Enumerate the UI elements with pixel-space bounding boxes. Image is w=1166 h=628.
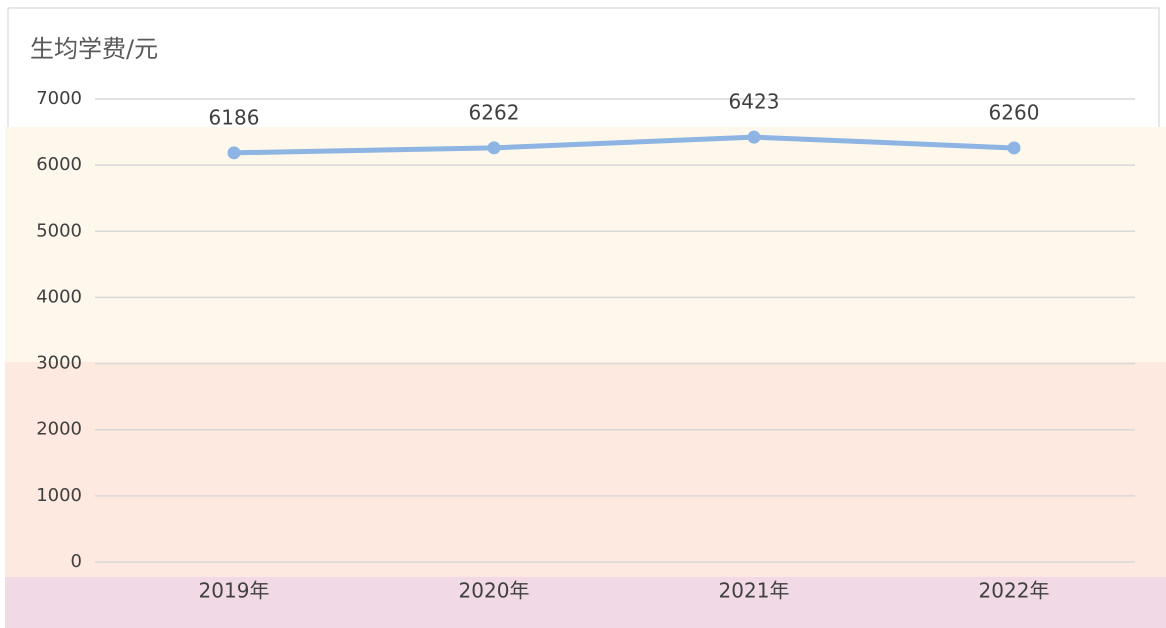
data-label: 6423 [729, 90, 780, 114]
overlay-band [5, 362, 1166, 588]
data-label: 6262 [469, 100, 520, 124]
marker [227, 146, 241, 160]
x-tick-label: 2022年 [979, 579, 1050, 603]
x-tick-label: 2021年 [719, 579, 790, 603]
x-tick-label: 2020年 [459, 579, 530, 603]
y-tick-label: 4000 [36, 286, 82, 307]
y-tick-label: 7000 [36, 88, 82, 109]
y-tick-label: 5000 [36, 220, 82, 241]
marker [487, 141, 501, 155]
plot: 0 1000 2000 3000 4000 5000 6000 7000 2019年 2020年 2… [36, 88, 1135, 603]
y-tick-label: 6000 [36, 154, 82, 175]
overlay-band [5, 577, 1166, 628]
marker [747, 130, 761, 144]
marker [1007, 141, 1021, 155]
data-label: 6186 [209, 105, 260, 129]
overlay-band [5, 127, 1166, 372]
data-label: 6260 [989, 100, 1040, 124]
line [233, 134, 1015, 156]
y-tick-label: 3000 [36, 353, 82, 374]
x-tick-label: 2019年 [199, 579, 270, 603]
y-tick-label: 2000 [36, 419, 82, 440]
y-tick-label: 1000 [36, 485, 82, 506]
y-tick-label: 0 [71, 551, 82, 572]
chart-title: 生均学费/元 [30, 35, 158, 63]
